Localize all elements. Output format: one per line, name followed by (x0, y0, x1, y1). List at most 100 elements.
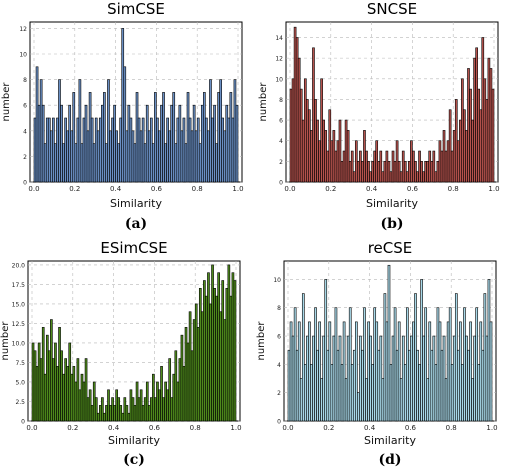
histogram-bar (192, 104, 196, 183)
histogram-bar (391, 335, 395, 422)
histogram-bar (357, 161, 360, 183)
histogram-bar (121, 28, 125, 183)
histogram-bar (442, 130, 446, 183)
histogram-bar (76, 117, 80, 183)
histogram-bar (221, 117, 225, 183)
histogram-bar (217, 272, 220, 422)
histogram-bar (303, 78, 307, 183)
histogram-bar (471, 119, 474, 183)
histogram-bar (170, 104, 174, 183)
histogram-bar (119, 117, 123, 183)
histogram-bar (359, 335, 362, 422)
histogram-bar (56, 117, 59, 183)
histogram-bar (434, 364, 438, 422)
histogram-bar (113, 104, 116, 183)
histogram-bar (84, 104, 88, 183)
x-tick-label: 0.2 (67, 424, 78, 432)
histogram-bar (332, 130, 336, 183)
histogram-bar (188, 117, 192, 183)
histogram-bar (90, 117, 94, 183)
histogram-bar (489, 68, 493, 183)
histogram-bar (344, 119, 348, 183)
histogram-bar (357, 392, 360, 422)
y-tick-label: 4 (277, 362, 281, 369)
histogram-bar (367, 321, 370, 422)
histogram-bar (31, 342, 35, 422)
histogram-bar (350, 150, 354, 183)
histogram-bar (375, 140, 379, 183)
histogram-bar (215, 295, 218, 422)
histogram-bar (105, 405, 108, 422)
histogram-bar (381, 171, 385, 183)
histogram-bar (403, 161, 407, 183)
histogram-bar (215, 143, 218, 183)
histogram-bar (96, 130, 100, 183)
y-tick-label: 10.0 (12, 340, 26, 347)
histogram-bar (154, 397, 157, 422)
histogram-bar (105, 143, 108, 183)
histogram-bar (213, 104, 216, 183)
histogram-bar (336, 349, 340, 422)
histogram-bar (295, 349, 299, 422)
histogram-bar (82, 381, 86, 422)
histogram-bar (192, 319, 196, 422)
y-tick-label: 2 (23, 154, 27, 161)
histogram-bar (107, 389, 110, 422)
x-tick-label: 1.0 (232, 185, 243, 193)
histogram-bar (127, 412, 131, 422)
histogram-bar (54, 342, 57, 422)
histogram-bar (84, 358, 88, 422)
histogram-bar (316, 349, 319, 422)
histogram-bar (375, 321, 379, 422)
histogram-bar (401, 150, 405, 183)
histogram-bar (316, 119, 319, 183)
histogram-bar (440, 349, 444, 422)
histogram-bar (469, 321, 472, 422)
x-axis-label: Similarity (364, 434, 416, 447)
histogram-bar (137, 397, 141, 422)
histogram-bar (385, 321, 389, 422)
histogram-bar (227, 117, 231, 183)
histogram-bar (485, 335, 489, 422)
y-tick-label: 6 (279, 118, 283, 125)
histogram-bar (320, 78, 323, 183)
histogram-bar (454, 99, 458, 183)
histogram-bar (293, 26, 297, 183)
x-tick-label: 0.2 (325, 185, 336, 193)
histogram-bar (432, 335, 436, 422)
histogram-bar (219, 311, 223, 422)
histogram-bar (393, 307, 397, 422)
histogram-bar (92, 381, 96, 422)
histogram-bar (82, 117, 86, 183)
histogram-bar (424, 161, 427, 183)
histogram-bar (50, 130, 53, 183)
histogram-bar (62, 373, 65, 422)
histogram-bar (322, 119, 325, 183)
histogram-bar (213, 288, 216, 422)
histogram-bar (143, 143, 147, 183)
histogram-bar (410, 335, 413, 422)
histogram-bar (461, 364, 464, 422)
histogram-bar (64, 358, 67, 422)
histogram-bar (444, 378, 448, 422)
histogram-bar (397, 321, 401, 422)
panel-esimcse: ESimCSE (c) 0.0 0.2 0.4 0.6 0.8 1.0 0 2.5 5.0 7.5… (0, 239, 242, 468)
y-tick-label: 0 (21, 419, 25, 426)
histogram-bar (491, 88, 495, 183)
histogram-bar (94, 397, 98, 422)
histogram-bar (401, 335, 405, 422)
histogram-bar (312, 335, 315, 422)
histogram-bar (145, 104, 149, 183)
histogram-bar (459, 119, 462, 183)
histogram-bar (103, 412, 106, 422)
histogram-bar (475, 307, 479, 422)
histogram-bar (450, 364, 454, 422)
histogram-bar (444, 150, 448, 183)
histogram-bar (436, 307, 440, 422)
histogram-bar (201, 311, 204, 422)
histogram-bar (164, 381, 167, 422)
histogram-bar (68, 104, 72, 183)
histogram-bar (211, 117, 214, 183)
histogram-bar (448, 109, 452, 183)
histogram-bar (52, 358, 55, 422)
